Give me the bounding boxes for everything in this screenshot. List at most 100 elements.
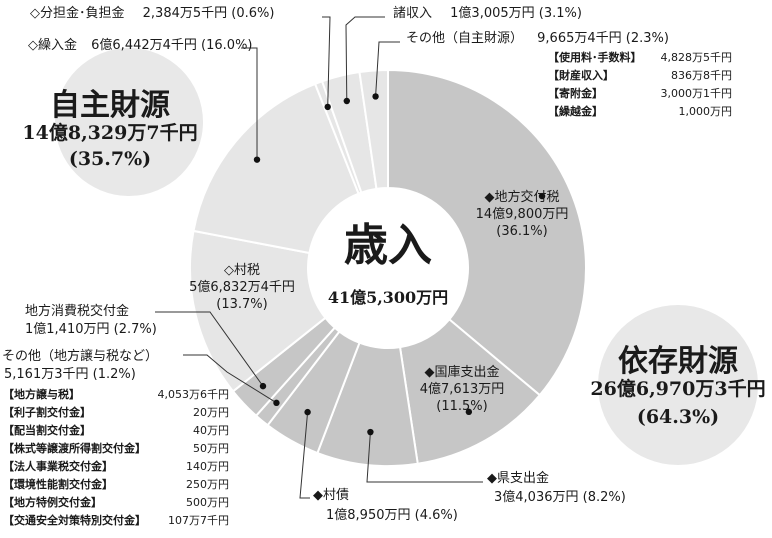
breakdown-label: 【財産収入】	[548, 69, 614, 82]
leader-dot-3	[304, 408, 311, 416]
dependent-group-title: 依存財源	[618, 344, 738, 379]
slice-name: ◆村債	[313, 488, 349, 503]
leader-line-5	[155, 311, 264, 387]
leader-dot-5	[259, 382, 267, 390]
slice-label-village-tax: ◇村税 5億6,832万4千円 (13.7%)	[178, 262, 306, 313]
slice-name: ◆国庫支出金	[424, 365, 500, 380]
donut-slice-0	[387, 68, 587, 397]
slice-pct: (1.2%)	[92, 367, 136, 382]
breakdown-label: 【交通安全対策特別交付金】	[3, 514, 146, 527]
slice-label-transfers-in: ◇繰入金 6億6,442万4千円 (16.0%)	[28, 37, 253, 54]
slice-name: 諸収入	[393, 6, 433, 21]
other-independent-breakdown: 【使用料･手数料】 4,828万5千円【財産収入】 836万8千円【寄附金】 3,00…	[548, 49, 732, 121]
slice-pct: (11.5%)	[436, 399, 488, 414]
independent-group-bubble	[55, 48, 203, 196]
leader-dot-2	[367, 428, 374, 436]
slice-name: ◇村税	[224, 263, 260, 278]
slice-value: 3億4,036万円	[494, 490, 579, 505]
slice-pct: (3.1%)	[538, 6, 582, 21]
slice-value-local-consumption-tax-grant: 1億1,410万円 (2.7%)	[25, 321, 157, 338]
leader-line-9	[345, 16, 385, 102]
slice-pct: (0.6%)	[231, 6, 275, 21]
donut-slice-10	[358, 68, 389, 190]
breakdown-value: 40万円	[193, 424, 229, 437]
independent-group-value: 14億8,329万7千円	[22, 122, 198, 144]
leader-line-2	[366, 432, 483, 483]
slice-pct: (2.3%)	[625, 31, 669, 46]
slice-value: 6億6,442万4千円	[91, 38, 197, 53]
chart-center-total: 41億5,300万円	[327, 288, 449, 307]
breakdown-value: 140万円	[186, 460, 229, 473]
breakdown-value: 107万7千円	[168, 514, 229, 527]
independent-group-title: 自主財源	[50, 88, 170, 123]
breakdown-label: 【利子割交付金】	[3, 406, 91, 419]
breakdown-row: 【配当割交付金】 40万円	[3, 422, 229, 440]
breakdown-value: 4,828万5千円	[660, 51, 733, 64]
slice-value: 1億3,005万円	[450, 6, 535, 21]
slice-pct: (2.7%)	[113, 322, 157, 337]
breakdown-label: 【繰越金】	[548, 105, 603, 118]
dependent-group-bubble	[598, 305, 758, 465]
breakdown-value: 500万円	[186, 496, 229, 509]
slice-value-other-dependent: 5,161万3千円 (1.2%)	[4, 366, 136, 383]
slice-pct: (13.7%)	[216, 297, 268, 312]
leader-dot-4	[273, 399, 280, 407]
breakdown-value: 3,000万1千円	[660, 87, 733, 100]
slice-name: その他（自主財源）	[406, 31, 524, 46]
leader-line-3	[299, 412, 310, 499]
leader-line-4	[183, 354, 277, 404]
slice-label-other-independent: その他（自主財源） 9,665万4千円 (2.3%)	[406, 30, 669, 47]
breakdown-label: 【環境性能割交付金】	[3, 478, 113, 491]
leader-dot-10	[372, 93, 379, 100]
slice-pct: (4.6%)	[414, 508, 458, 523]
leader-dot-1	[465, 408, 473, 416]
breakdown-value: 50万円	[193, 442, 229, 455]
slice-label-national-treasury: ◆国庫支出金 4億7,613万円 (11.5%)	[408, 364, 516, 415]
slice-value-prefectural-disbursement: 3億4,036万円 (8.2%)	[494, 489, 626, 506]
leader-dot-8	[324, 103, 331, 111]
slice-pct: (16.0%)	[201, 38, 253, 53]
breakdown-row: 【使用料･手数料】 4,828万5千円	[548, 49, 732, 67]
leader-dot-7	[253, 156, 261, 163]
breakdown-row: 【地方特例交付金】 500万円	[3, 494, 229, 512]
slice-label-miscellaneous-income: 諸収入 1億3,005万円 (3.1%)	[393, 5, 582, 22]
leader-line-8	[322, 16, 331, 107]
slice-value: 5億6,832万4千円	[189, 280, 295, 295]
slice-label-other-dependent: その他（地方譲与税など）	[2, 348, 158, 365]
dependent-group-pct: (64.3%)	[636, 406, 720, 428]
independent-group-pct: (35.7%)	[68, 148, 152, 170]
slice-value: 9,665万4千円	[537, 31, 622, 46]
breakdown-row: 【法人事業税交付金】 140万円	[3, 458, 229, 476]
slice-pct: (8.2%)	[582, 490, 626, 505]
donut-slice-6	[189, 229, 327, 393]
slice-name: ◆地方交付税	[484, 190, 560, 205]
slice-label-prefectural-disbursement: ◆県支出金	[487, 470, 549, 487]
slice-value: 2,384万5千円	[142, 6, 228, 21]
slice-label-local-allocation-tax: ◆地方交付税 14億9,800万円 (36.1%)	[466, 189, 578, 240]
leader-dot-0	[538, 192, 546, 200]
other-dependent-breakdown: 【地方譲与税】 4,053万6千円 【利子割交付金】 20万円【配当割交付金】 40万円…	[3, 386, 229, 530]
slice-value: 14億9,800万円	[475, 207, 569, 222]
slice-value: 4億7,613万円	[419, 382, 505, 397]
dependent-group-value: 26億6,970万3千円	[590, 378, 766, 400]
breakdown-label: 【法人事業税交付金】	[3, 460, 113, 473]
slice-label-charges: ◇分担金･負担金 2,384万5千円 (0.6%)	[30, 5, 274, 22]
breakdown-value: 1,000万円	[678, 105, 733, 118]
breakdown-row: 【利子割交付金】 20万円	[3, 404, 229, 422]
slice-value-village-bonds: 1億8,950万円 (4.6%)	[326, 507, 458, 524]
breakdown-row: 【交通安全対策特別交付金】 107万7千円	[3, 512, 229, 530]
donut-slice-1	[398, 317, 542, 465]
breakdown-label: 【寄附金】	[548, 87, 603, 100]
breakdown-label: 【地方特例交付金】	[3, 496, 102, 509]
breakdown-value: 836万8千円	[671, 69, 732, 82]
slice-value: 1億8,950万円	[326, 508, 411, 523]
breakdown-label: 【配当割交付金】	[3, 424, 91, 437]
leader-dot-9	[343, 97, 350, 105]
chart-center-title: 歳入	[344, 220, 432, 271]
breakdown-row: 【地方譲与税】 4,053万6千円	[3, 386, 229, 404]
breakdown-label: 【使用料･手数料】	[548, 51, 642, 64]
breakdown-value: 250万円	[186, 478, 229, 491]
slice-name: その他（地方譲与税など）	[2, 349, 159, 364]
slice-name: ◆県支出金	[487, 471, 549, 486]
